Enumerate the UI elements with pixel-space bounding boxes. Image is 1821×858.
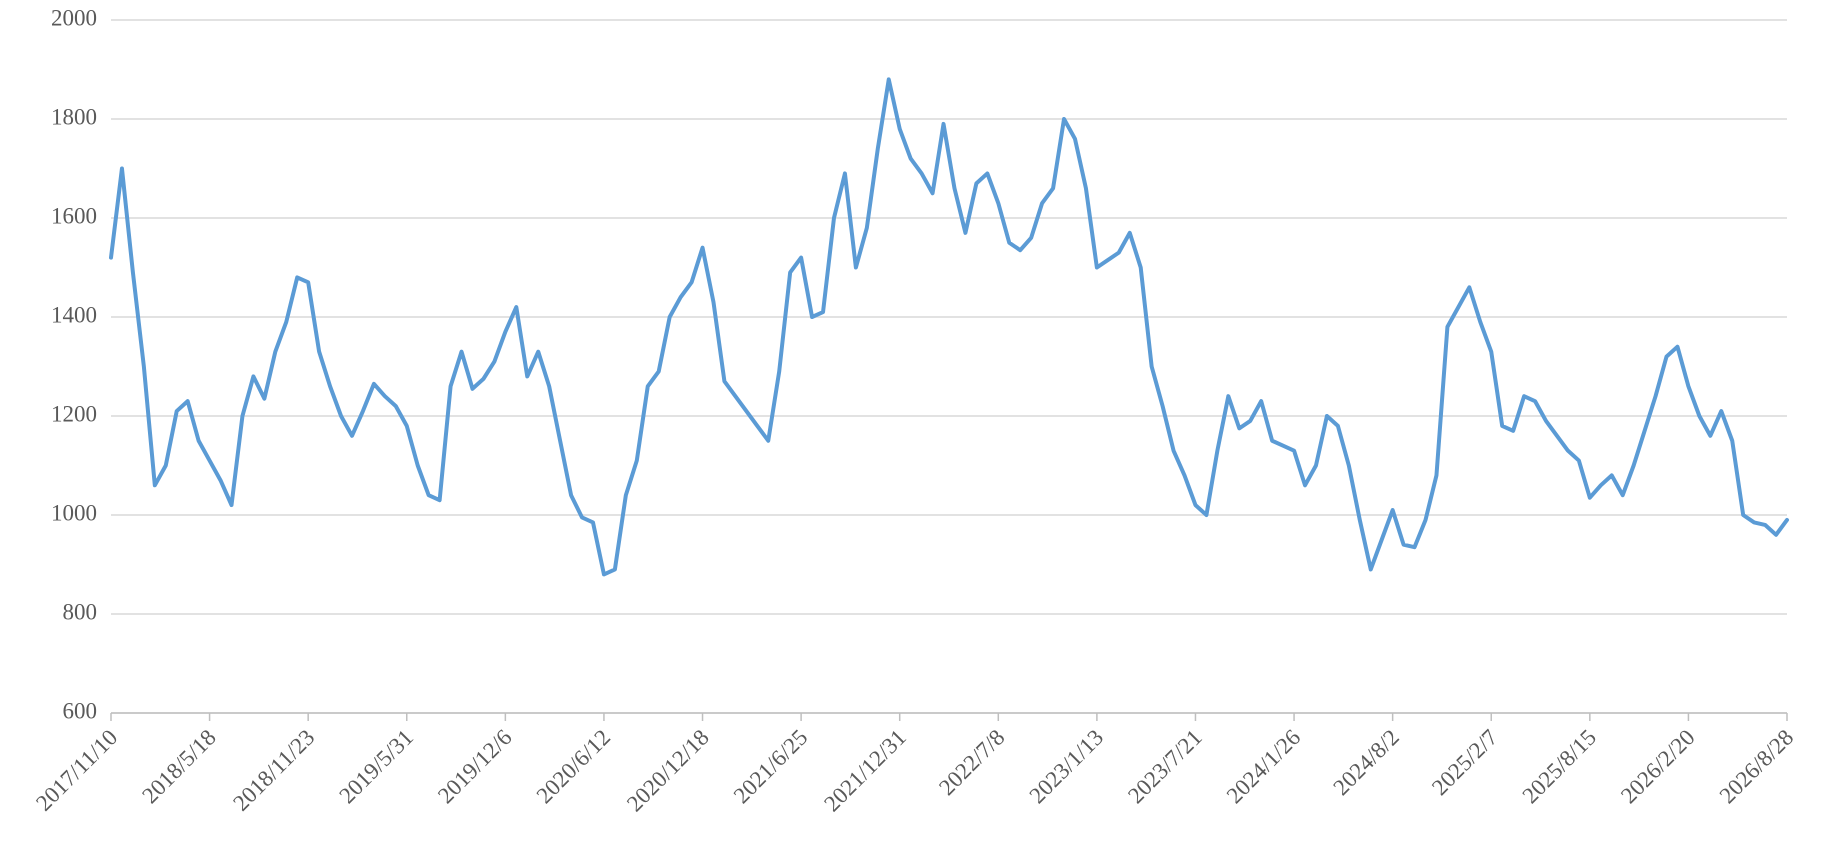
y-tick-label: 800 [63, 599, 98, 624]
x-tick-label: 2021/12/31 [819, 725, 911, 817]
x-tick-label: 2020/6/12 [532, 725, 616, 809]
y-tick-label: 2000 [51, 5, 97, 30]
x-tick-label: 2023/7/21 [1123, 725, 1207, 809]
x-tick-label: 2024/8/2 [1328, 725, 1404, 801]
x-tick-label: 2017/11/10 [31, 725, 122, 816]
y-tick-label: 1200 [51, 401, 97, 426]
x-tick-label: 2019/5/31 [334, 725, 418, 809]
x-tick-label: 2025/8/15 [1517, 725, 1601, 809]
x-tick-label: 2018/11/23 [228, 725, 319, 816]
data-line [109, 77, 1789, 577]
y-tick-label: 600 [63, 698, 98, 723]
x-tick-label: 2018/5/18 [137, 725, 221, 809]
x-tick-label: 2024/1/26 [1222, 725, 1306, 809]
x-tick-label: 2026/8/28 [1715, 725, 1799, 809]
x-tick-label: 2021/6/25 [729, 725, 813, 809]
x-tick-label: 2020/12/18 [622, 725, 714, 817]
x-tick-label: 2022/7/8 [934, 725, 1010, 801]
x-tick-label: 2023/1/13 [1025, 725, 1109, 809]
y-tick-label: 1000 [51, 500, 97, 525]
y-tick-label: 1600 [51, 203, 97, 228]
x-tick-label: 2026/2/20 [1616, 725, 1700, 809]
y-tick-label: 1800 [51, 104, 97, 129]
x-tick-label: 2019/12/6 [433, 725, 517, 809]
x-tick-label: 2025/2/7 [1427, 725, 1503, 801]
y-tick-label: 1400 [51, 302, 97, 327]
